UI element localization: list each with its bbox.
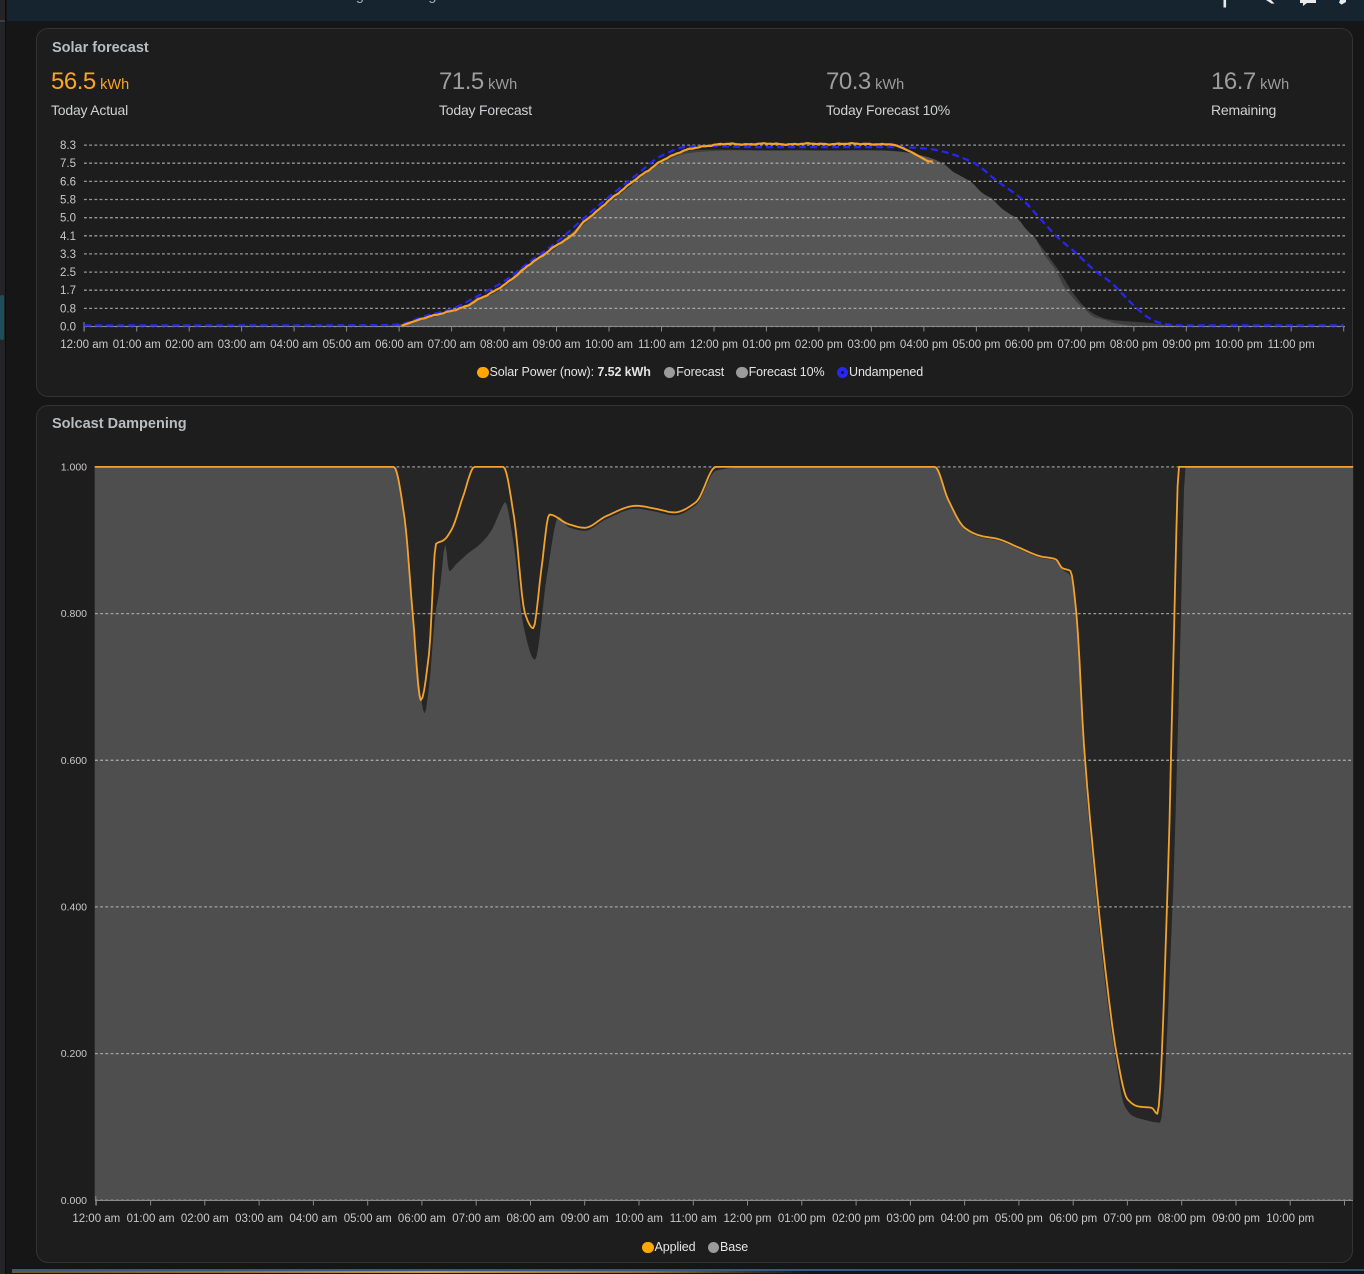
svg-text:0.200: 0.200	[61, 1048, 87, 1060]
svg-text:11:00 am: 11:00 am	[638, 339, 685, 351]
svg-text:06:00 pm: 06:00 pm	[1049, 1213, 1097, 1225]
svg-text:02:00 am: 02:00 am	[181, 1213, 229, 1225]
svg-text:03:00 am: 03:00 am	[235, 1213, 283, 1225]
svg-text:04:00 pm: 04:00 pm	[900, 339, 948, 351]
svg-text:03:00 pm: 03:00 pm	[847, 339, 895, 351]
svg-text:01:00 pm: 01:00 pm	[778, 1213, 826, 1225]
svg-text:05:00 am: 05:00 am	[323, 339, 371, 351]
svg-text:2.5: 2.5	[60, 267, 76, 279]
svg-text:02:00 pm: 02:00 pm	[795, 339, 843, 351]
svg-text:08:00 pm: 08:00 pm	[1158, 1213, 1206, 1225]
svg-text:01:00 pm: 01:00 pm	[742, 339, 790, 351]
svg-text:11:00 pm: 11:00 pm	[1268, 339, 1315, 351]
svg-text:0.8: 0.8	[60, 303, 76, 315]
svg-text:6.6: 6.6	[60, 176, 76, 188]
svg-text:10:00 pm: 10:00 pm	[1215, 339, 1263, 351]
svg-text:0.600: 0.600	[61, 755, 87, 767]
svg-text:09:00 pm: 09:00 pm	[1162, 339, 1210, 351]
svg-text:08:00 pm: 08:00 pm	[1110, 339, 1158, 351]
svg-text:7.5: 7.5	[60, 158, 76, 170]
svg-text:0.400: 0.400	[61, 901, 87, 913]
svg-text:08:00 am: 08:00 am	[507, 1213, 555, 1225]
svg-text:05:00 am: 05:00 am	[344, 1213, 392, 1225]
svg-text:01:00 am: 01:00 am	[113, 339, 161, 351]
svg-text:3.3: 3.3	[60, 249, 76, 261]
svg-text:12:00 pm: 12:00 pm	[724, 1213, 772, 1225]
svg-text:1.000: 1.000	[61, 461, 87, 473]
svg-text:09:00 am: 09:00 am	[561, 1213, 609, 1225]
svg-text:05:00 pm: 05:00 pm	[995, 1213, 1043, 1225]
svg-text:03:00 pm: 03:00 pm	[886, 1213, 934, 1225]
svg-text:07:00 pm: 07:00 pm	[1057, 339, 1105, 351]
svg-text:4.1: 4.1	[60, 231, 76, 243]
svg-text:04:00 pm: 04:00 pm	[941, 1213, 989, 1225]
svg-text:11:00 am: 11:00 am	[670, 1213, 717, 1225]
svg-text:02:00 am: 02:00 am	[165, 339, 213, 351]
svg-text:12:00 am: 12:00 am	[60, 339, 108, 351]
svg-text:0.0: 0.0	[60, 322, 76, 334]
svg-text:02:00 pm: 02:00 pm	[832, 1213, 880, 1225]
svg-text:1.7: 1.7	[60, 285, 76, 297]
svg-text:5.8: 5.8	[60, 195, 76, 207]
svg-text:09:00 pm: 09:00 pm	[1212, 1213, 1260, 1225]
svg-text:04:00 am: 04:00 am	[270, 339, 318, 351]
svg-text:10:00 pm: 10:00 pm	[1266, 1213, 1314, 1225]
svg-text:06:00 am: 06:00 am	[375, 339, 423, 351]
svg-text:01:00 am: 01:00 am	[127, 1213, 175, 1225]
svg-text:05:00 pm: 05:00 pm	[952, 339, 1000, 351]
svg-text:12:00 pm: 12:00 pm	[690, 339, 738, 351]
svg-text:10:00 am: 10:00 am	[615, 1213, 663, 1225]
svg-text:10:00 am: 10:00 am	[585, 339, 633, 351]
svg-text:06:00 pm: 06:00 pm	[1005, 339, 1053, 351]
svg-text:5.0: 5.0	[60, 213, 76, 225]
svg-text:0.000: 0.000	[61, 1195, 87, 1207]
svg-text:12:00 am: 12:00 am	[72, 1213, 120, 1225]
svg-text:08:00 am: 08:00 am	[480, 339, 528, 351]
svg-text:04:00 am: 04:00 am	[289, 1213, 337, 1225]
svg-text:07:00 am: 07:00 am	[428, 339, 476, 351]
svg-text:8.3: 8.3	[60, 140, 76, 152]
svg-text:06:00 am: 06:00 am	[398, 1213, 446, 1225]
svg-text:03:00 am: 03:00 am	[218, 339, 266, 351]
svg-text:0.800: 0.800	[61, 608, 87, 620]
svg-text:09:00 am: 09:00 am	[533, 339, 581, 351]
svg-text:07:00 pm: 07:00 pm	[1103, 1213, 1151, 1225]
svg-text:07:00 am: 07:00 am	[452, 1213, 500, 1225]
